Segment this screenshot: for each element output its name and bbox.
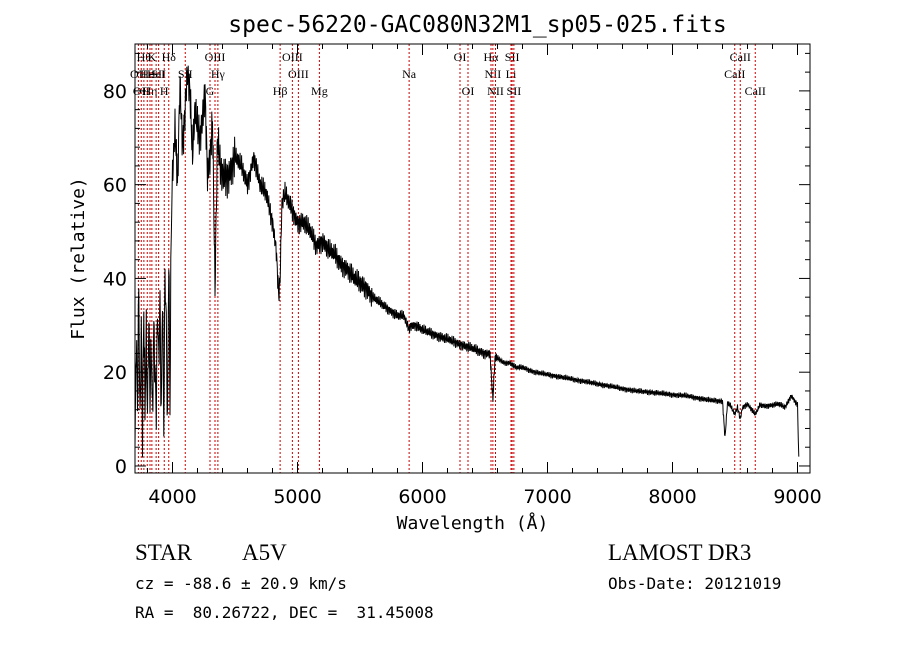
line-label: Li bbox=[506, 67, 517, 81]
line-label: Hγ bbox=[211, 67, 226, 81]
object-class: STAR bbox=[135, 540, 192, 565]
redshift-info: cz = -88.6 ± 20.9 km/s bbox=[135, 574, 347, 593]
line-label: Hβ bbox=[273, 84, 288, 98]
y-tick-label: 0 bbox=[115, 456, 127, 478]
line-label: HeI bbox=[147, 67, 165, 81]
line-label: Hδ bbox=[162, 50, 177, 64]
y-tick-label: 80 bbox=[103, 81, 127, 103]
x-tick-label: 4000 bbox=[148, 486, 196, 508]
y-tick-label: 40 bbox=[103, 268, 127, 290]
line-label: NII bbox=[485, 67, 502, 81]
line-label: SII bbox=[507, 84, 522, 98]
object-subclass: A5V bbox=[242, 540, 287, 565]
line-label: OIII bbox=[205, 50, 226, 64]
line-label: OII bbox=[130, 67, 147, 81]
line-label: Hα bbox=[484, 50, 500, 64]
line-label: SII bbox=[151, 67, 166, 81]
x-tick-label: 9000 bbox=[773, 486, 821, 508]
line-label: Na bbox=[402, 67, 417, 81]
x-tick-label: 5000 bbox=[273, 486, 321, 508]
line-label: K bbox=[148, 50, 157, 64]
x-axis-label: Wavelength (Å) bbox=[397, 512, 549, 534]
x-tick-label: 6000 bbox=[398, 486, 446, 508]
line-label: OIII bbox=[288, 67, 309, 81]
chart-title: spec-56220-GAC080N32M1_sp05-025.fits bbox=[228, 12, 727, 38]
line-label: OI bbox=[454, 50, 467, 64]
y-axis-label: Flux (relative) bbox=[68, 177, 89, 340]
y-tick-label: 20 bbox=[103, 362, 127, 384]
line-label: NII bbox=[487, 84, 504, 98]
line-label: G bbox=[206, 84, 215, 98]
line-label: Hη bbox=[143, 84, 158, 98]
survey-label: LAMOST DR3 bbox=[608, 540, 752, 565]
line-label: SII bbox=[505, 50, 520, 64]
line-label: Mg bbox=[311, 84, 328, 98]
line-label: He bbox=[140, 67, 154, 81]
line-label: OIII bbox=[282, 50, 303, 64]
plot-frame bbox=[134, 43, 811, 474]
observation-date: Obs-Date: 20121019 bbox=[608, 574, 782, 593]
y-tick-label: 60 bbox=[103, 175, 127, 197]
x-tick-label: 8000 bbox=[648, 486, 696, 508]
line-label: H bbox=[160, 84, 169, 98]
line-label: CaII bbox=[724, 67, 745, 81]
line-label: CaII bbox=[745, 84, 766, 98]
coordinates: RA = 80.26722, DEC = 31.45008 bbox=[135, 603, 434, 622]
x-tick-label: 7000 bbox=[523, 486, 571, 508]
flux-series bbox=[134, 65, 800, 458]
line-label: CaII bbox=[730, 50, 751, 64]
line-label: OI bbox=[462, 84, 475, 98]
